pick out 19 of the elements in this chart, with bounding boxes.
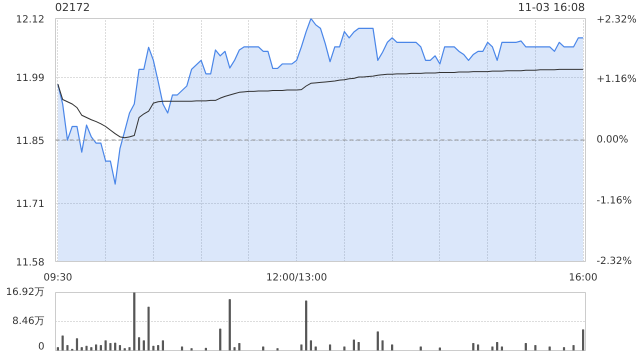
y-tick-label: 11.85 — [16, 136, 45, 147]
y2-tick-label: +2.32% — [596, 14, 637, 26]
y-tick-label: 16.92万 — [6, 287, 45, 298]
y-tick-label: 0 — [38, 342, 45, 352]
y-tick-label: 11.58 — [16, 258, 45, 268]
y2-tick-label: 0.00% — [596, 134, 628, 146]
y2-tick-label: +1.16% — [596, 74, 637, 85]
y-tick-label: 11.99 — [16, 73, 45, 84]
y-tick-label: 8.46万 — [12, 316, 44, 327]
x-tick-label: 16:00 — [568, 272, 598, 284]
x-tick-label: 09:30 — [43, 272, 72, 284]
y2-tick-label: -1.16% — [596, 195, 632, 206]
y2-tick-label: -2.32% — [596, 256, 632, 267]
chart-title: 02172 — [55, 0, 90, 16]
y-tick-label: 11.71 — [16, 199, 45, 210]
text: 11-03 16:08 — [518, 0, 585, 16]
line-series — [57, 68, 584, 138]
y-tick-label: 12.12 — [16, 14, 45, 26]
x-tick-label: 12:00/13:00 — [266, 272, 328, 284]
